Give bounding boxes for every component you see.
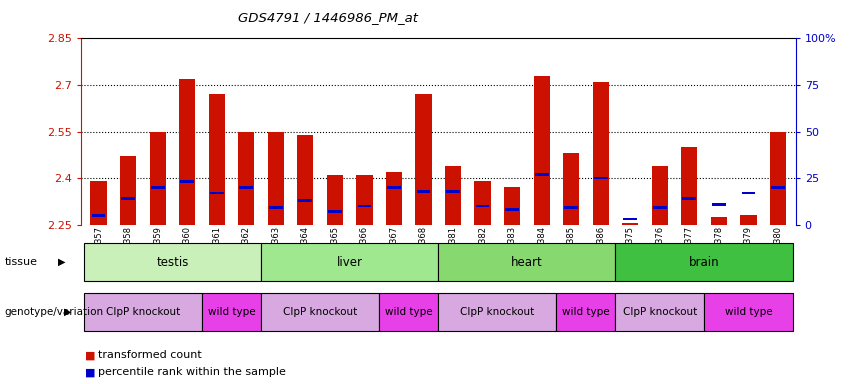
Bar [83, 293, 202, 331]
Bar [386, 172, 402, 225]
Bar [261, 243, 438, 281]
Text: brain: brain [688, 256, 719, 268]
Bar [592, 82, 608, 225]
Bar [210, 192, 224, 194]
Bar [387, 186, 401, 189]
Bar [740, 215, 757, 225]
Text: ■: ■ [85, 367, 95, 377]
Text: percentile rank within the sample: percentile rank within the sample [98, 367, 286, 377]
Bar [415, 94, 431, 225]
Bar [770, 131, 786, 225]
Bar [180, 180, 194, 183]
Bar [476, 205, 489, 207]
Bar [615, 293, 704, 331]
Bar [475, 181, 491, 225]
Text: ▶: ▶ [64, 307, 71, 317]
Bar [564, 207, 578, 209]
Bar [438, 243, 615, 281]
Bar [741, 192, 756, 194]
Bar [357, 175, 373, 225]
Text: ClpP knockout: ClpP knockout [106, 307, 180, 317]
Bar [711, 217, 727, 225]
Bar [771, 186, 785, 189]
Bar [534, 76, 550, 225]
Bar [269, 207, 283, 209]
Text: wild type: wild type [563, 307, 610, 317]
Bar [268, 131, 284, 225]
Text: ■: ■ [85, 350, 95, 360]
Bar [297, 135, 313, 225]
Bar [239, 186, 253, 189]
Bar [446, 190, 460, 192]
Bar [238, 131, 254, 225]
Text: genotype/variation: genotype/variation [4, 307, 103, 317]
Bar [624, 218, 637, 220]
Bar [299, 199, 312, 202]
Bar [445, 166, 461, 225]
Text: liver: liver [337, 256, 363, 268]
Bar [208, 94, 225, 225]
Text: testis: testis [157, 256, 189, 268]
Bar [120, 156, 136, 225]
Bar [121, 197, 135, 200]
Bar [202, 293, 261, 331]
Text: wild type: wild type [724, 307, 772, 317]
Text: ClpP knockout: ClpP knockout [623, 307, 697, 317]
Text: wild type: wild type [208, 307, 255, 317]
Bar [357, 205, 371, 207]
Text: GDS4791 / 1446986_PM_at: GDS4791 / 1446986_PM_at [238, 12, 419, 25]
Bar [504, 187, 520, 225]
Bar [622, 223, 638, 225]
Text: tissue: tissue [4, 257, 37, 267]
Bar [652, 166, 668, 225]
Bar [615, 243, 793, 281]
Bar [704, 293, 793, 331]
Text: ClpP knockout: ClpP knockout [460, 307, 534, 317]
Bar [90, 181, 106, 225]
Bar [261, 293, 380, 331]
Bar [534, 173, 549, 176]
Bar [563, 153, 580, 225]
Bar [438, 293, 557, 331]
Text: heart: heart [511, 256, 543, 268]
Bar [417, 190, 431, 192]
Text: ClpP knockout: ClpP knockout [283, 307, 357, 317]
Bar [151, 186, 164, 189]
Bar [179, 79, 196, 225]
Bar [594, 177, 608, 179]
Bar [83, 243, 261, 281]
Bar [328, 210, 342, 213]
Text: ▶: ▶ [58, 257, 66, 267]
Bar [712, 203, 726, 205]
Bar [681, 147, 698, 225]
Bar [92, 214, 106, 217]
Text: wild type: wild type [385, 307, 432, 317]
Bar [505, 209, 519, 211]
Bar [327, 175, 343, 225]
Text: transformed count: transformed count [98, 350, 202, 360]
Bar [653, 207, 666, 209]
Bar [150, 131, 166, 225]
Bar [557, 293, 615, 331]
Bar [683, 197, 696, 200]
Bar [380, 293, 438, 331]
